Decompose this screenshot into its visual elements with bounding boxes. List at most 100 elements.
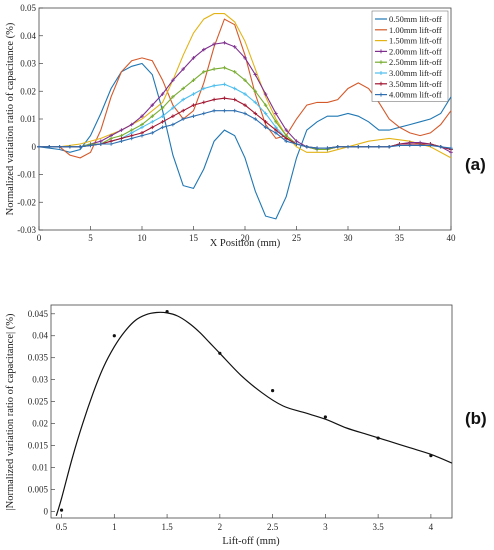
chart-a-series-7-point-30 [346,144,350,149]
chart-a-series-3-point-15 [191,56,196,60]
chart-a-series-7-point-34 [387,144,391,149]
chart-a-series-7-point-1 [47,144,52,149]
chart-a-series-7-point-10 [140,133,144,138]
chart-a-series-7-point-19 [232,108,237,113]
chart-a-series-7-point-5 [88,143,93,148]
chart-b-point-4 [271,389,275,393]
chart-a-series-7-point-36 [408,143,412,148]
chart-a-series-5-point-14 [181,97,185,102]
chart-b-xlabel: Lift-off (mm) [222,536,280,547]
chart-a-legend-marker-6 [379,81,383,86]
chart-a-y-tick-label-8: 0.05 [20,3,36,13]
chart-b-point-1 [112,334,116,338]
chart-b-y-tick-label-4: 0.02 [32,419,48,429]
chart-a-series-6-point-14 [181,108,185,113]
chart-a-series-4-point-21 [253,89,258,94]
chart-a-series-7-point-4 [78,144,82,149]
chart-a-series-7-point-3 [68,144,72,149]
chart-a-series-6-point-11 [150,125,155,130]
chart-a: Normalized variation ratio of capacitanc… [5,3,486,249]
chart-a-series-7-point-0 [37,144,41,149]
chart-a-x-tick-label-4: 20 [241,233,251,243]
chart-a-legend-marker-4 [379,60,383,65]
chart-b-x-tick-label-3: 2 [218,522,223,532]
chart-a-series-3-point-23 [274,111,278,116]
chart-a-series-5-point-17 [212,83,216,88]
chart-b-y-tick-label-0: 0 [44,506,49,516]
chart-a-series-6-point-16 [202,100,206,105]
chart-a-series-7-point-11 [150,131,155,135]
chart-a-legend-marker-3 [379,49,383,54]
chart-a-series-5-point-18 [222,82,227,87]
chart-a-series-5-point-19 [232,86,237,91]
chart-a-series-7-point-14 [181,117,185,121]
chart-a-series-4-point-22 [263,103,268,107]
chart-a-series-3-point-19 [232,45,237,49]
chart-a-legend-label-2: 1.50mm lift-off [389,36,442,46]
chart-a-series-3-point-13 [171,78,175,82]
chart-b-y-tick-label-8: 0.04 [32,331,48,341]
chart-a-series-4-point-16 [202,70,206,74]
chart-a-series-3-point-12 [160,92,165,96]
chart-a-series-3-point-16 [202,47,206,52]
chart-a-series-3-point-22 [263,92,268,96]
chart-a-y-tick-label-2: -0.01 [17,170,36,180]
chart-a-series-7-point-23 [274,131,278,135]
chart-a-series-7-point-26 [305,144,309,149]
chart-a-y-tick-label-0: -0.03 [17,225,36,235]
chart-a-series-7-point-25 [294,142,299,146]
chart-b-point-7 [429,454,433,458]
chart-b: |Normalized variation ratio of capacitan… [5,304,487,547]
chart-a-series-7-point-22 [263,125,268,130]
chart-a-x-tick-label-7: 35 [395,233,405,243]
chart-b-fit-line [55,311,452,516]
chart-a-series-7-point-12 [160,125,165,130]
chart-a-series-3-point-20 [243,56,247,60]
chart-a-x-tick-label-2: 10 [138,233,148,243]
chart-b-y-tick-label-6: 0.03 [32,375,48,385]
chart-a-series-4-point-23 [274,119,278,124]
chart-b-x-tick-label-6: 3.5 [373,522,385,532]
chart-b-point-3 [218,351,222,355]
chart-a-series-7-point-35 [397,143,402,148]
chart-a-series-3-point-24 [284,128,288,132]
chart-a-series-3-point-11 [150,103,155,107]
chart-a-series-7-point-9 [129,136,134,141]
chart-a-series-3-point-8 [119,128,124,132]
chart-a-series-7-point-17 [212,108,216,113]
chart-a-series-7-point-6 [99,142,103,146]
chart-a-series-5-point-20 [243,92,247,96]
chart-b-y-tick-label-1: 0.005 [28,484,49,494]
chart-b-panel-label: (b) [465,409,487,428]
chart-a-series-4-point-12 [160,106,165,110]
chart-b-x-tick-label-5: 3 [323,522,328,532]
chart-a-series-5-point-12 [160,114,165,119]
chart-a-series-4-point-13 [171,95,175,99]
chart-a-series-4-point-17 [212,67,216,71]
chart-a-legend-label-6: 3.50mm lift-off [389,79,442,89]
chart-a-legend-label-0: 0.50mm lift-off [389,14,442,24]
chart-b-y-tick-label-3: 0.015 [28,441,49,451]
chart-a-series-7-point-29 [335,144,340,149]
chart-b-y-tick-label-2: 0.01 [32,462,48,472]
chart-a-legend-label-1: 1.00mm lift-off [389,25,442,35]
chart-a-series-3-point-9 [129,122,134,127]
chart-a-series-4-point-11 [150,114,155,119]
chart-a-x-tick-label-0: 0 [37,233,42,243]
chart-a-x-tick-label-8: 40 [447,233,457,243]
chart-a-series-6-point-18 [222,96,227,100]
chart-a-series-7-point-13 [171,122,175,127]
chart-a-series-6-point-15 [191,103,196,107]
chart-a-series-7-point-40 [449,146,453,150]
chart-a-legend-label-5: 3.00mm lift-off [389,68,442,78]
chart-a-series-5-point-13 [171,106,175,110]
chart-a-series-5-point-16 [202,86,206,91]
chart-a-series-6-point-20 [243,103,247,107]
chart-a-series-4-point-18 [222,65,227,70]
chart-a-x-tick-label-1: 5 [88,233,93,243]
chart-a-series-7-point-38 [428,143,433,148]
chart-a-series-line-1 [39,18,452,159]
chart-a-series-7-point-37 [418,143,422,148]
chart-b-x-tick-label-0: 0.5 [56,522,68,532]
chart-a-series-6-point-21 [253,111,258,116]
